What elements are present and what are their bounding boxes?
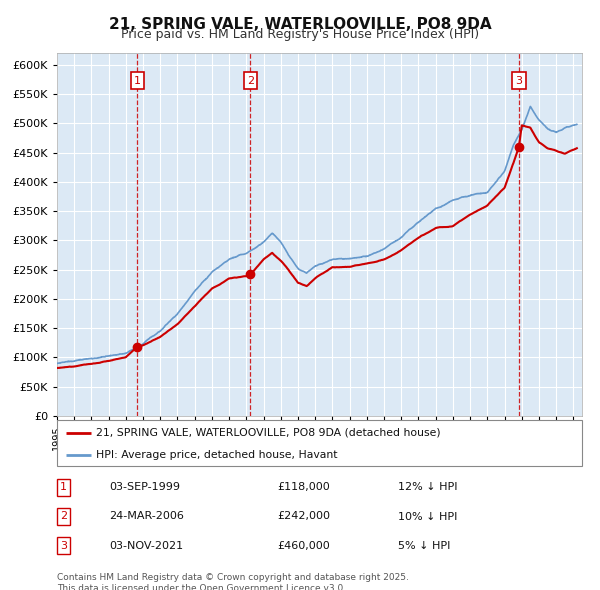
Text: Price paid vs. HM Land Registry's House Price Index (HPI): Price paid vs. HM Land Registry's House …: [121, 28, 479, 41]
Text: £118,000: £118,000: [277, 483, 330, 493]
Text: 3: 3: [515, 76, 523, 86]
Text: 03-SEP-1999: 03-SEP-1999: [110, 483, 181, 493]
Text: 21, SPRING VALE, WATERLOOVILLE, PO8 9DA (detached house): 21, SPRING VALE, WATERLOOVILLE, PO8 9DA …: [97, 428, 441, 438]
Text: 12% ↓ HPI: 12% ↓ HPI: [398, 483, 458, 493]
Text: 24-MAR-2006: 24-MAR-2006: [110, 512, 184, 522]
Text: 5% ↓ HPI: 5% ↓ HPI: [398, 540, 451, 550]
Text: 2: 2: [247, 76, 254, 86]
FancyBboxPatch shape: [57, 420, 582, 466]
Text: 2: 2: [60, 512, 67, 522]
Text: 1: 1: [134, 76, 141, 86]
Text: HPI: Average price, detached house, Havant: HPI: Average price, detached house, Hava…: [97, 450, 338, 460]
Text: 10% ↓ HPI: 10% ↓ HPI: [398, 512, 458, 522]
Text: 3: 3: [60, 540, 67, 550]
Text: 1: 1: [60, 483, 67, 493]
Text: Contains HM Land Registry data © Crown copyright and database right 2025.
This d: Contains HM Land Registry data © Crown c…: [57, 573, 409, 590]
Text: 03-NOV-2021: 03-NOV-2021: [110, 540, 184, 550]
Text: £460,000: £460,000: [277, 540, 330, 550]
Text: 21, SPRING VALE, WATERLOOVILLE, PO8 9DA: 21, SPRING VALE, WATERLOOVILLE, PO8 9DA: [109, 17, 491, 31]
Text: £242,000: £242,000: [277, 512, 331, 522]
